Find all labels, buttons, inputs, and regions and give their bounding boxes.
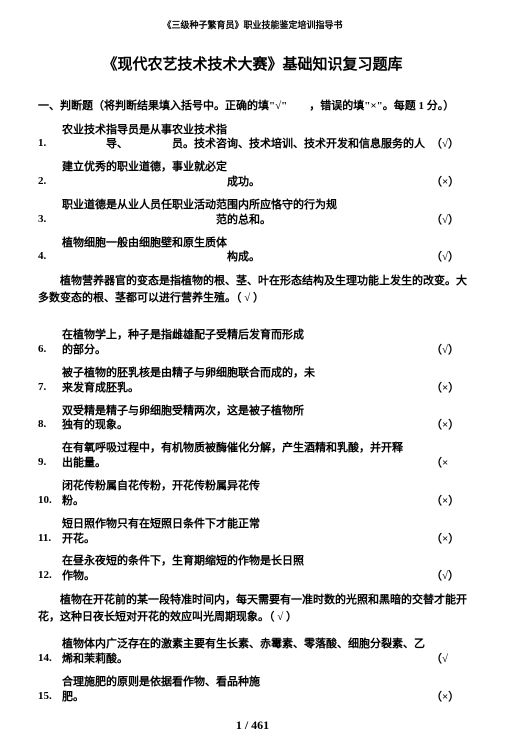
question-row: 12. 在昼永夜短的条件下，生育期缩短的作物是长日照 作物。 （√） (38, 554, 467, 584)
question-answer: （√） (431, 569, 467, 584)
question-number: 11. (38, 531, 62, 547)
question-line: 短日照作物只有在短照日条件下才能正常 (62, 518, 260, 530)
question-row: 6. 在植物学上，种子是指雌雄配子受精后发育而形成 的部分。 （√） (38, 328, 467, 358)
question-text: 在植物学上，种子是指雌雄配子受精后发育而形成 的部分。 (62, 328, 431, 358)
question-line: 职业道德是从业人员任职业活动范围内所应恪守的行为规 (62, 199, 337, 211)
question-number: 10. (38, 493, 62, 509)
question-line: 来发育成胚乳。 (62, 381, 425, 396)
question-paragraph: 植物营养器官的变态是指植物的根、茎、叶在形态结构及生理功能上发生的改变。大多数变… (38, 273, 467, 306)
question-answer: （√） (431, 137, 467, 152)
question-line: 农业技术指导员是从事农业技术指 (62, 124, 227, 136)
question-number: 6. (38, 342, 62, 358)
question-number: 4. (38, 249, 62, 265)
page-title: 《现代农艺技术技术大赛》基础知识复习题库 (38, 53, 467, 74)
question-answer: （×） (431, 494, 467, 509)
question-line: 闭花传粉属自花传粉，开花传粉属异花传 (62, 480, 260, 492)
question-line: 的部分。 (62, 343, 425, 358)
question-row: 8. 双受精是精子与卵细胞受精两次，这是被子植物所 独有的现象。 （×） (38, 404, 467, 434)
question-line: 作物。 (62, 569, 425, 584)
question-number: 1. (38, 136, 62, 152)
question-answer: （×） (431, 381, 467, 396)
question-paragraph: 植物在开花前的某一段特准时间内，每天需要有一准时数的光照和黑暗的交替才能开花，这… (38, 592, 467, 625)
question-row: 9. 在有氧呼吸过程中，有机物质被酶催化分解，产生酒精和乳酸，并开释 出能量。 … (38, 441, 467, 471)
question-line: 在植物学上，种子是指雌雄配子受精后发育而形成 (62, 329, 304, 341)
question-row: 4. 植物细胞一般由细胞壁和原生质体 构成。 （√） (38, 236, 467, 266)
question-text: 农业技术指导员是从事农业技术指 技术咨询、技术培训、技术开发和信息服务的人 导、… (62, 123, 431, 153)
question-row: 10. 闭花传粉属自花传粉，开花传粉属异花传 粉。 （×） (38, 479, 467, 509)
question-line: 范的总和。 (62, 213, 425, 228)
question-text: 闭花传粉属自花传粉，开花传粉属异花传 粉。 (62, 479, 431, 509)
question-number: 2. (38, 174, 62, 190)
question-answer: （√） (431, 343, 467, 358)
question-text: 职业道德是从业人员任职业活动范围内所应恪守的行为规 范的总和。 (62, 198, 431, 228)
question-line: 开花。 (62, 532, 425, 547)
question-line: 成功。 (62, 175, 425, 190)
question-text: 被子植物的胚乳核是由精子与卵细胞联合而成的，未 来发育成胚乳。 (62, 366, 431, 396)
question-answer: （×） (431, 532, 467, 547)
question-row: 3. 职业道德是从业人员任职业活动范围内所应恪守的行为规 范的总和。 （√） (38, 198, 467, 228)
question-number: 8. (38, 417, 62, 433)
question-text: 植物细胞一般由细胞壁和原生质体 构成。 (62, 236, 431, 266)
question-line: 粉。 (62, 494, 425, 509)
question-row: 15. 合理施肥的原则是依据看作物、看品种施 肥。 （×） (38, 675, 467, 705)
question-line: 在有氧呼吸过程中，有机物质被酶催化分解，产生酒精和乳酸，并开释 (62, 442, 403, 454)
question-answer: （√） (431, 250, 467, 265)
question-line: 在昼永夜短的条件下，生育期缩短的作物是长日照 (62, 555, 304, 567)
question-answer: （√ (431, 652, 467, 667)
question-text: 在有氧呼吸过程中，有机物质被酶催化分解，产生酒精和乳酸，并开释 出能量。 (62, 441, 431, 471)
question-text: 合理施肥的原则是依据看作物、看品种施 肥。 (62, 675, 431, 705)
question-line: 植物体内广泛存在的激素主要有生长素、赤霉素、零落酸、细胞分裂素、乙 (62, 638, 425, 650)
question-line-right: 技术咨询、技术培训、技术开发和信息服务的人 (194, 137, 425, 152)
text: 导、 (106, 138, 128, 150)
question-answer: （√） (431, 213, 467, 228)
question-line: 建立优秀的职业道德，事业就必定 (62, 161, 227, 173)
spacer (38, 318, 467, 328)
question-answer: （× (431, 456, 467, 471)
question-number: 7. (38, 380, 62, 396)
question-line: 肥。 (62, 690, 425, 705)
question-text: 在昼永夜短的条件下，生育期缩短的作物是长日照 作物。 (62, 554, 431, 584)
question-number: 12. (38, 568, 62, 584)
section-heading: 一、判断题（将判断结果填入括号中。正确的填"√" ，错误的填"×"。每题 1 分… (38, 98, 467, 115)
question-line: 双受精是精子与卵细胞受精两次，这是被子植物所 (62, 405, 304, 417)
page: 《三级种子繁育员》职业技能鉴定培训指导书 《现代农艺技术技术大赛》基础知识复习题… (0, 0, 505, 747)
question-answer: （×） (431, 690, 467, 705)
question-answer: （×） (431, 418, 467, 433)
question-line: 出能量。 (62, 456, 425, 471)
question-text: 植物体内广泛存在的激素主要有生长素、赤霉素、零落酸、细胞分裂素、乙 烯和茉莉酸。 (62, 637, 431, 667)
question-line: 构成。 (62, 250, 425, 265)
question-number: 15. (38, 689, 62, 705)
question-row: 7. 被子植物的胚乳核是由精子与卵细胞联合而成的，未 来发育成胚乳。 （×） (38, 366, 467, 396)
question-row: 1. 农业技术指导员是从事农业技术指 技术咨询、技术培训、技术开发和信息服务的人… (38, 123, 467, 153)
question-number: 9. (38, 455, 62, 471)
question-text: 短日照作物只有在短照日条件下才能正常 开花。 (62, 517, 431, 547)
question-number: 3. (38, 212, 62, 228)
question-answer: （×） (431, 175, 467, 190)
question-line: 独有的现象。 (62, 418, 425, 433)
question-line: 植物细胞一般由细胞壁和原生质体 (62, 237, 227, 249)
question-number: 14. (38, 651, 62, 667)
book-header: 《三级种子繁育员》职业技能鉴定培训指导书 (38, 18, 467, 31)
question-text: 双受精是精子与卵细胞受精两次，这是被子植物所 独有的现象。 (62, 404, 431, 434)
question-line: 合理施肥的原则是依据看作物、看品种施 (62, 676, 260, 688)
question-row: 2. 建立优秀的职业道德，事业就必定 成功。 （×） (38, 160, 467, 190)
text: 员。 (172, 137, 194, 152)
page-number: 1 / 461 (38, 718, 467, 733)
question-text: 建立优秀的职业道德，事业就必定 成功。 (62, 160, 431, 190)
question-line: 烯和茉莉酸。 (62, 652, 425, 667)
question-line: 被子植物的胚乳核是由精子与卵细胞联合而成的，未 (62, 367, 315, 379)
question-row: 14. 植物体内广泛存在的激素主要有生长素、赤霉素、零落酸、细胞分裂素、乙 烯和… (38, 637, 467, 667)
question-row: 11. 短日照作物只有在短照日条件下才能正常 开花。 （×） (38, 517, 467, 547)
